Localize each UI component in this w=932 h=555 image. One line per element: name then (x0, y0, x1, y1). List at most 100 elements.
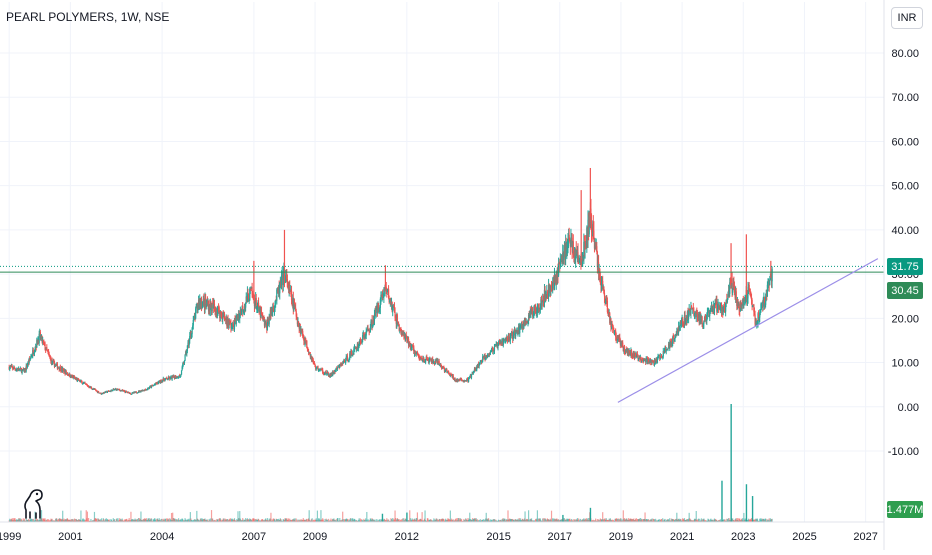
volume-spike (730, 404, 732, 522)
volume-bar (34, 511, 36, 522)
candle-body (764, 304, 766, 307)
candle-body (38, 333, 40, 343)
candle-body (218, 307, 220, 314)
volume-bar (23, 518, 26, 522)
candle-body (413, 347, 415, 354)
volume-bar (664, 518, 666, 522)
volume-bar (536, 510, 539, 522)
candle-body (468, 378, 470, 380)
volume-bar (220, 519, 222, 522)
candle-body (82, 383, 84, 385)
candle-body (759, 310, 761, 313)
candle-body (692, 308, 694, 311)
volume-bar (398, 519, 400, 522)
candle-body (604, 296, 606, 304)
volume-bar (409, 510, 411, 522)
candle-body (130, 393, 133, 395)
candle-body (199, 299, 201, 304)
candle-body (516, 330, 519, 333)
volume-bar (44, 518, 46, 522)
candle-body (20, 368, 22, 370)
volume-bar (161, 518, 163, 522)
volume-bar (527, 510, 530, 522)
candle-body (748, 285, 750, 291)
volume-bar (439, 518, 441, 522)
candle-body (539, 303, 541, 309)
volume-bar (409, 518, 411, 522)
tradingview-logo-icon[interactable] (20, 486, 48, 520)
time-axis[interactable]: 1999 2001 2004 2007 2009 2012 2015 2017 2019 2021… (0, 521, 884, 543)
volume-bar (542, 518, 544, 522)
candle-body (684, 315, 686, 324)
candle-body (662, 356, 664, 358)
trendline-drawing[interactable] (617, 258, 879, 403)
candle-body (296, 316, 298, 319)
candle-body (416, 352, 419, 354)
candle-body (246, 292, 249, 303)
volume-bar (189, 512, 191, 522)
candle-body (675, 334, 677, 338)
candle-body (283, 269, 286, 282)
volume-bar (122, 519, 124, 522)
volume-bar (51, 518, 53, 522)
candle-body (53, 361, 56, 367)
candle-body (242, 305, 244, 312)
candle-body (679, 325, 681, 331)
candle-body (229, 320, 231, 322)
candle-body (359, 340, 361, 342)
volume-bar (27, 519, 30, 522)
volume-bar (719, 519, 721, 522)
candle-body (395, 317, 397, 319)
candle-body (532, 312, 534, 317)
volume-bar (80, 510, 82, 522)
candle-body (332, 371, 334, 374)
volume-bar (287, 518, 290, 522)
candle-body (157, 381, 160, 384)
candle-body (137, 392, 139, 394)
candle-body (409, 342, 411, 347)
candle-body (56, 363, 59, 369)
candle-body (563, 251, 565, 260)
candle-body (619, 337, 621, 342)
candle-body (719, 304, 721, 309)
volume-bar (223, 518, 225, 522)
candle-body (731, 278, 733, 293)
candle-body (766, 284, 769, 297)
volume-bar (365, 518, 367, 522)
candle-body (13, 367, 16, 369)
candle-body (756, 323, 758, 325)
candle-body (417, 355, 420, 357)
candle-body (550, 286, 552, 291)
candle-body (428, 359, 430, 363)
candle-body (183, 360, 186, 363)
x-tick-label: 2012 (395, 531, 419, 543)
volume-bar (376, 519, 378, 522)
candle-body (33, 352, 35, 355)
candle-body (205, 303, 207, 305)
candle-body (217, 307, 219, 311)
candle-body (682, 318, 684, 324)
candle-body (211, 303, 213, 312)
volume-bar (86, 511, 89, 522)
volume-bar (662, 518, 664, 522)
candle-body (286, 275, 288, 280)
candle-body (572, 241, 574, 255)
candle-body (232, 322, 234, 327)
candle-body (216, 310, 219, 314)
candle-body (536, 309, 539, 312)
price-axis[interactable]: 80.0070.0060.0050.0040.0030.0020.0010.00… (883, 0, 919, 550)
candle-body (655, 362, 657, 364)
volume-bar (644, 512, 646, 522)
candle-body (256, 307, 259, 309)
candle-body (84, 382, 86, 384)
volume-bar (433, 518, 435, 522)
candle-body (603, 286, 605, 294)
candle-body (443, 368, 446, 372)
candle-body (333, 370, 336, 374)
currency-button[interactable]: INR (891, 7, 923, 29)
candle-body (335, 370, 337, 372)
volume-bar (62, 510, 64, 522)
y-tick-label: 0.00 (898, 402, 919, 414)
